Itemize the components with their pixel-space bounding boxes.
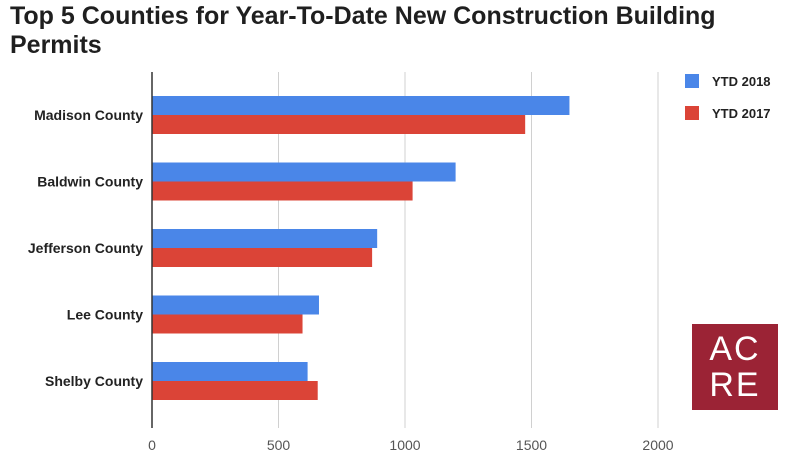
- legend-label: YTD 2018: [712, 74, 771, 89]
- acre-logo: AC RE: [692, 324, 778, 410]
- x-tick-label: 500: [267, 437, 291, 450]
- logo-line-2: RE: [709, 366, 761, 404]
- bar-ytd-2018-madison-county: [152, 96, 570, 115]
- tick-labels: 0 500 1000 1500 2000: [148, 437, 674, 450]
- bars: [152, 96, 570, 400]
- x-tick-label: 1000: [389, 437, 420, 450]
- legend: YTD 2018 YTD 2017: [685, 74, 771, 121]
- category-label: Shelby County: [45, 373, 143, 389]
- bar-ytd-2017-madison-county: [152, 115, 526, 134]
- bar-ytd-2017-jefferson-county: [152, 248, 373, 267]
- category-labels: Madison County Baldwin County Jefferson Co…: [28, 107, 143, 389]
- x-tick-label: 0: [148, 437, 156, 450]
- logo-line-1: AC: [709, 330, 761, 368]
- bar-ytd-2018-lee-county: [152, 295, 319, 315]
- bar-ytd-2018-shelby-county: [152, 362, 308, 381]
- chart-title: Top 5 Counties for Year-To-Date New Cons…: [10, 2, 716, 59]
- bar-ytd-2018-jefferson-county: [152, 229, 378, 248]
- bar-ytd-2017-lee-county: [152, 314, 303, 334]
- bar-ytd-2018-baldwin-county: [152, 162, 456, 182]
- legend-swatch: [685, 106, 699, 120]
- x-tick-label: 2000: [642, 437, 673, 450]
- category-label: Jefferson County: [28, 240, 143, 256]
- x-tick-label: 1500: [516, 437, 547, 450]
- category-label: Baldwin County: [37, 174, 143, 190]
- bar-ytd-2017-baldwin-county: [152, 181, 413, 201]
- legend-label: YTD 2017: [712, 106, 771, 121]
- bar-ytd-2017-shelby-county: [152, 381, 318, 400]
- category-label: Madison County: [34, 107, 143, 123]
- legend-swatch: [685, 74, 699, 88]
- category-label: Lee County: [67, 307, 143, 323]
